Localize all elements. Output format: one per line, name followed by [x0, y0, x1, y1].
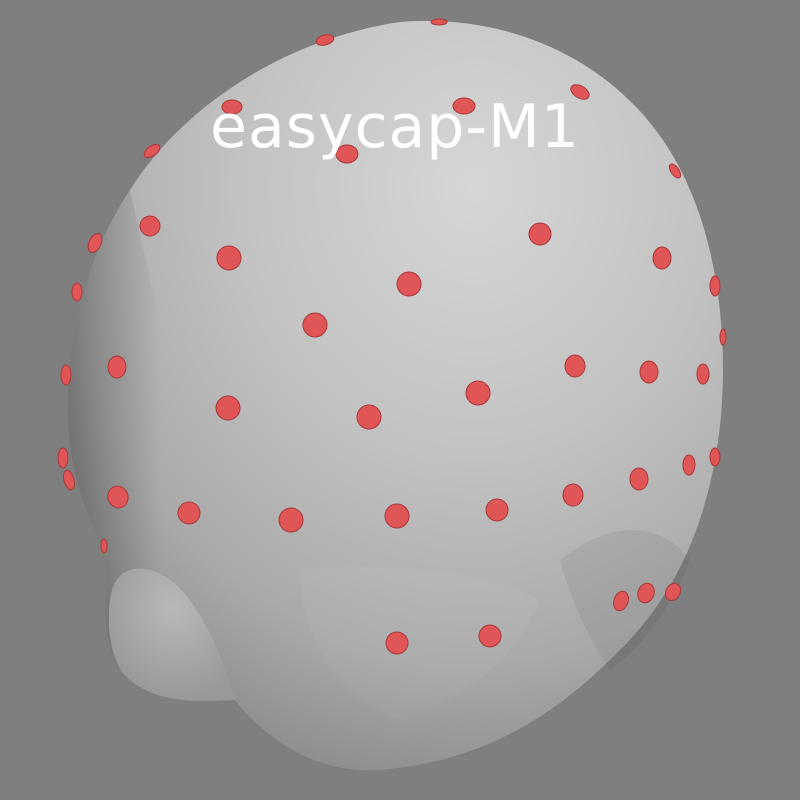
electrode[interactable] [356, 404, 382, 430]
electrode[interactable] [629, 467, 649, 491]
electrode[interactable] [478, 624, 502, 648]
electrode[interactable] [662, 581, 683, 604]
electrode[interactable] [667, 162, 683, 180]
electrode[interactable] [216, 245, 242, 271]
electrode[interactable] [62, 469, 77, 491]
plot-title: easycap-M1 [210, 92, 580, 162]
electrode[interactable] [57, 447, 69, 469]
electrode[interactable] [335, 144, 359, 164]
electrode[interactable] [564, 354, 586, 378]
electrode[interactable] [611, 589, 631, 613]
electrode[interactable] [709, 275, 721, 297]
electrode[interactable] [139, 215, 161, 237]
electrode[interactable] [719, 328, 727, 346]
electrode[interactable] [384, 503, 410, 529]
electrode[interactable] [430, 18, 448, 26]
electrode[interactable] [100, 538, 108, 554]
electrode[interactable] [528, 222, 552, 246]
electrode[interactable] [107, 355, 127, 379]
electrode[interactable] [465, 380, 491, 406]
electrode[interactable] [452, 97, 476, 115]
ear-shape [108, 568, 235, 702]
electrode[interactable] [175, 499, 203, 527]
electrode-group [57, 18, 727, 655]
electrode[interactable] [71, 282, 83, 302]
electrode[interactable] [221, 99, 243, 115]
electrode[interactable] [639, 360, 659, 384]
electrode[interactable] [278, 507, 304, 533]
electrode[interactable] [652, 246, 672, 270]
electrode[interactable] [60, 364, 72, 386]
electrode[interactable] [485, 498, 509, 522]
electrode[interactable] [142, 142, 162, 161]
electrode[interactable] [568, 82, 591, 102]
electrode[interactable] [709, 447, 721, 467]
electrode[interactable] [85, 231, 104, 254]
electrode[interactable] [315, 33, 335, 47]
electrode[interactable] [385, 631, 409, 655]
electrode[interactable] [682, 454, 696, 476]
electrode[interactable] [696, 363, 710, 385]
electrode[interactable] [105, 483, 131, 511]
electrode[interactable] [562, 483, 584, 507]
electrode[interactable] [302, 312, 328, 338]
electrode[interactable] [635, 581, 657, 605]
electrode[interactable] [396, 271, 422, 297]
electrode[interactable] [215, 395, 241, 421]
